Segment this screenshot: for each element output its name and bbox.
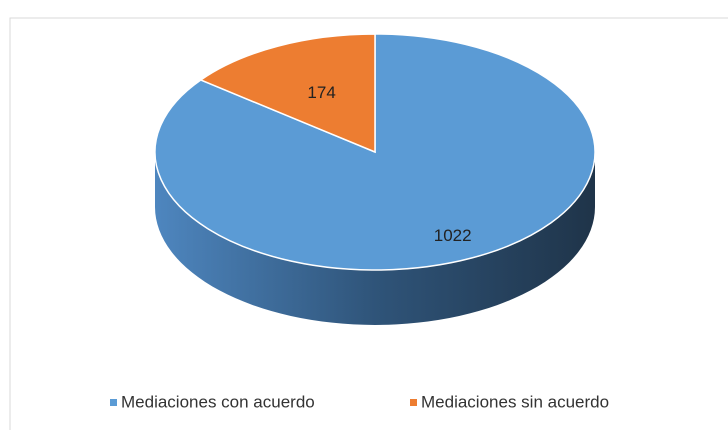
legend-label: Mediaciones con acuerdo [121, 392, 315, 411]
data-label: 174 [307, 83, 335, 102]
legend-label: Mediaciones sin acuerdo [421, 392, 609, 411]
chart-frame [9, 17, 728, 430]
pie-side [155, 152, 595, 325]
pie-slice [199, 33, 376, 154]
legend-swatch [110, 399, 117, 406]
legend-swatch [410, 399, 417, 406]
data-label: 1022 [434, 226, 472, 245]
